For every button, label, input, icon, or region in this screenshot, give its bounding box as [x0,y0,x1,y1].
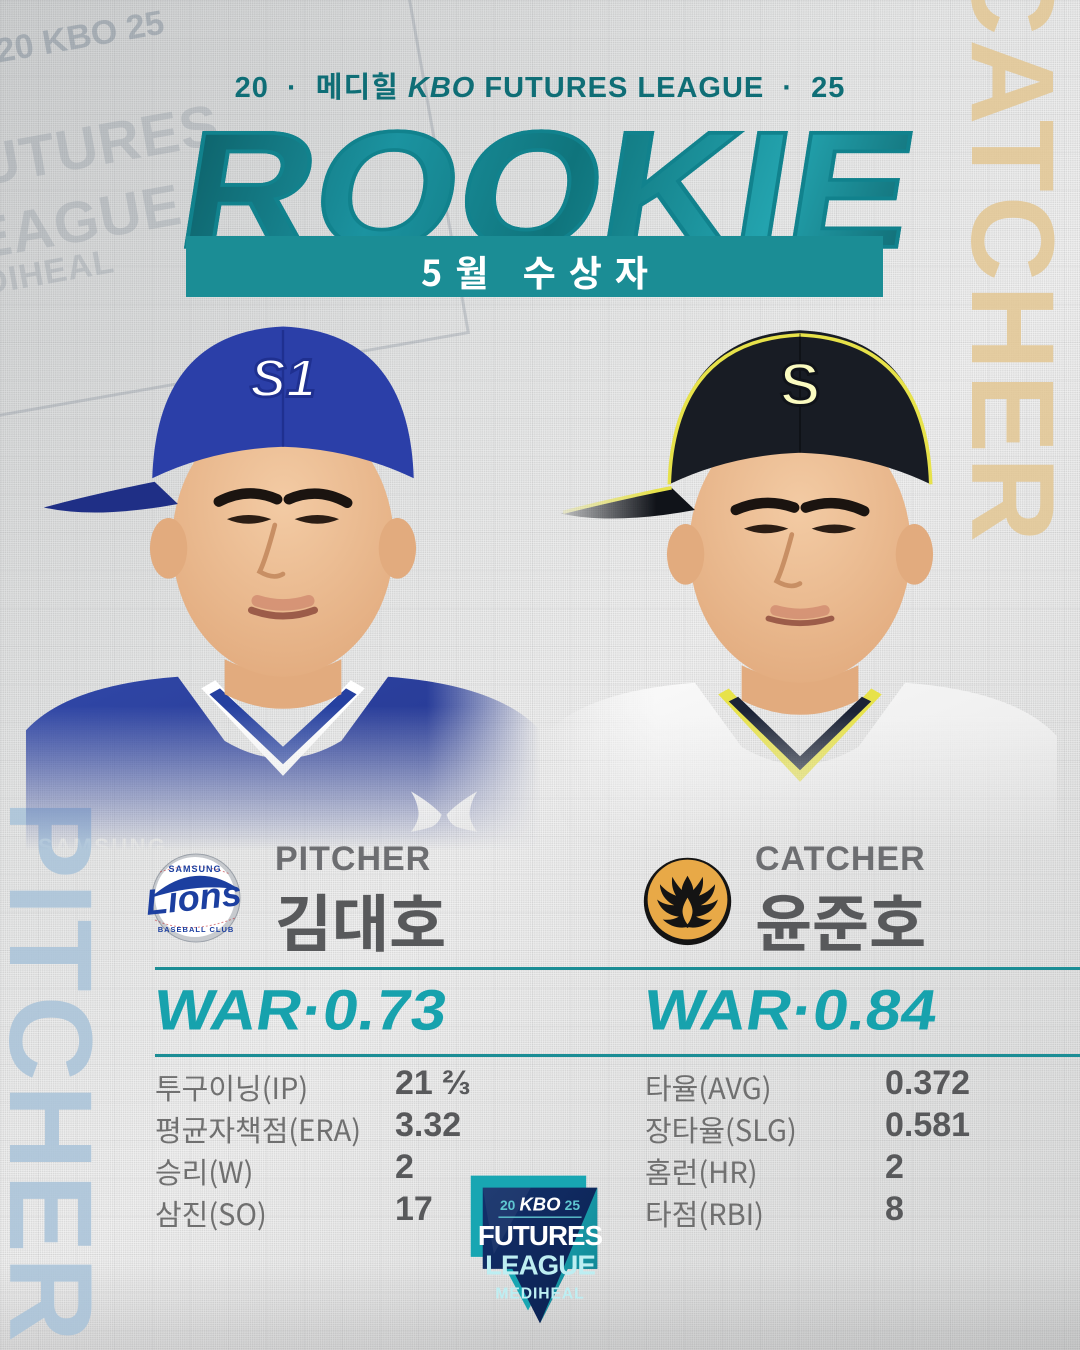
svg-text:BASEBALL CLUB: BASEBALL CLUB [158,925,235,934]
svg-text:FUTURES: FUTURES [478,1220,603,1251]
svg-text:25: 25 [565,1197,581,1213]
svg-text:KBO: KBO [519,1194,561,1215]
svg-text:SAMSUNG: SAMSUNG [38,834,168,850]
svg-text:S1: S1 [250,349,316,409]
svg-text:LEAGUE: LEAGUE [485,1249,595,1280]
svg-text:SAMSUNG: SAMSUNG [168,864,221,874]
svg-text:20: 20 [500,1197,516,1213]
svg-text:MEDIHEAL: MEDIHEAL [495,1285,584,1302]
svg-text:S: S [780,350,820,418]
